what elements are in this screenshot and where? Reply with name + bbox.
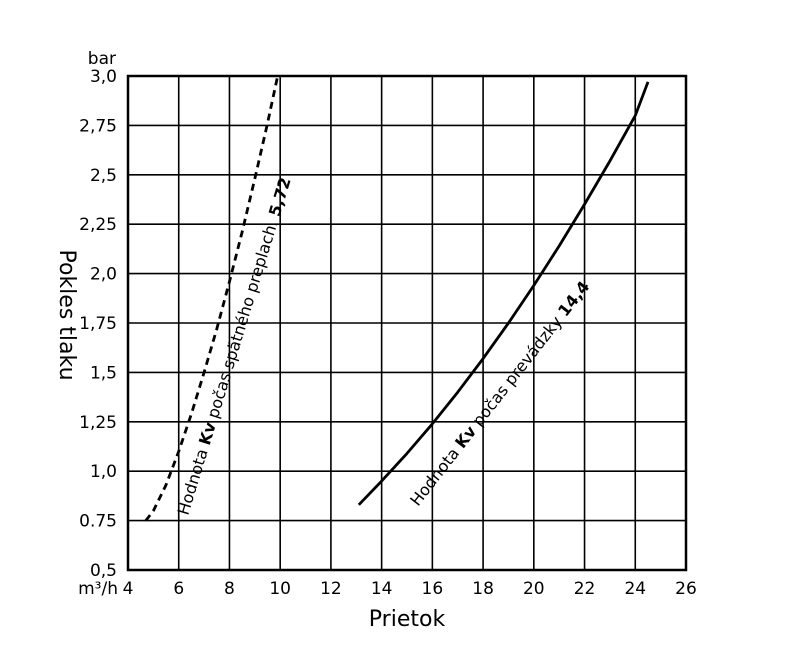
- y-tick-label: 1,0: [90, 462, 117, 482]
- y-tick-label: 2,75: [79, 116, 117, 136]
- x-unit-label: m³/h: [78, 579, 118, 599]
- y-tick-label: 3,0: [90, 67, 117, 87]
- x-tick-labels: 4 6 8 10 12 14 16 18 20 22 24 26: [123, 579, 697, 599]
- x-tick-label: 4: [123, 579, 134, 599]
- y-tick-label: 2,0: [90, 265, 117, 285]
- x-axis-title: Prietok: [369, 607, 446, 632]
- y-tick-label: 1,5: [90, 363, 117, 383]
- y-tick-label: 0,5: [90, 561, 117, 581]
- y-tick-label: 2,25: [79, 215, 117, 235]
- x-tick-label: 22: [574, 579, 596, 599]
- label-operation-prefix: Hodnota: [406, 440, 466, 509]
- series-label-operation: Hodnota Kv počas prevádzky 14,4: [406, 277, 593, 509]
- plot-frame: [126, 74, 688, 572]
- series-label-backwash: Hodnota Kv počas spätného preplach. 5,72: [174, 175, 295, 517]
- series-layer: [144, 76, 650, 522]
- y-tick-label: 2,5: [90, 166, 117, 186]
- y-tick-labels: 0,5 0.75 1,0 1,25 1,5 1,75 2,0 2,25 2,5 2,75 3,0: [79, 67, 117, 581]
- x-tick-label: 10: [269, 579, 291, 599]
- y-tick-label: 1,75: [79, 314, 117, 334]
- x-tick-label: 14: [371, 579, 393, 599]
- y-tick-label: 0.75: [79, 512, 117, 532]
- x-tick-label: 6: [173, 579, 184, 599]
- y-unit-label: bar: [88, 49, 116, 69]
- x-tick-label: 12: [320, 579, 342, 599]
- label-backwash-prefix: Hodnota: [174, 442, 214, 517]
- label-backwash-value: 5,72: [265, 175, 295, 218]
- x-tick-label: 8: [224, 579, 235, 599]
- y-tick-label: 1,25: [79, 413, 117, 433]
- series-line-operation: [357, 81, 650, 506]
- x-tick-label: 16: [422, 579, 444, 599]
- x-tick-label: 26: [675, 579, 697, 599]
- series-line-backwash: [144, 76, 280, 522]
- label-operation-text: počas prevádzky: [465, 308, 569, 433]
- label-backwash-text: počas spätného preplach.: [202, 213, 283, 425]
- x-tick-label: 18: [472, 579, 494, 599]
- y-axis-title: Pokles tlaku: [54, 249, 79, 380]
- x-tick-label: 20: [523, 579, 545, 599]
- label-operation-value: 14,4: [554, 277, 593, 320]
- x-tick-label: 24: [624, 579, 646, 599]
